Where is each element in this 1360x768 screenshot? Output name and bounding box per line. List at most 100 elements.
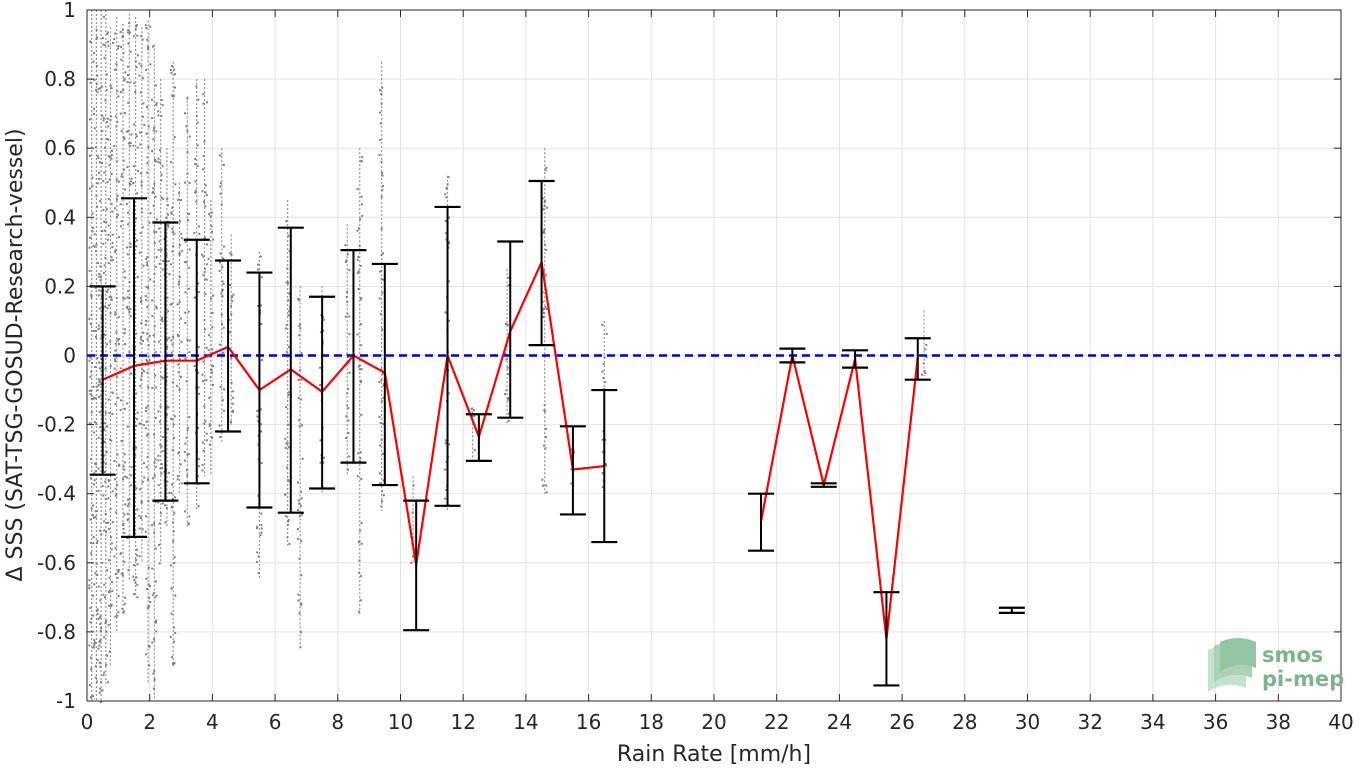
scatter-point (202, 155, 205, 158)
scatter-point (604, 381, 607, 384)
scatter-point (101, 114, 104, 117)
scatter-point (103, 596, 106, 599)
scatter-point (102, 117, 105, 120)
scatter-point (543, 205, 546, 208)
scatter-point (149, 25, 152, 28)
scatter-point (170, 506, 173, 509)
scatter-point (98, 272, 101, 275)
scatter-point (177, 335, 180, 338)
scatter-point (173, 68, 176, 71)
scatter-point (114, 249, 117, 252)
scatter-point (104, 621, 107, 624)
scatter-point (297, 502, 300, 505)
scatter-point (91, 227, 94, 230)
error-bar (371, 262, 398, 487)
scatter-point (361, 203, 364, 206)
scatter-point (111, 41, 114, 44)
scatter-point (203, 328, 206, 331)
scatter-point (173, 512, 176, 515)
scatter-point (89, 518, 92, 521)
scatter-point (180, 482, 183, 485)
scatter-point (448, 216, 451, 219)
scatter-point (123, 77, 126, 80)
scatter-point (106, 343, 109, 346)
scatter-point (116, 453, 119, 456)
scatter-point (174, 594, 177, 597)
scatter-point (165, 348, 168, 351)
scatter-point (151, 567, 154, 570)
scatter-point (257, 304, 260, 307)
x-tick-label: 10 (388, 710, 413, 734)
scatter-point (155, 104, 158, 107)
scatter-point (108, 295, 111, 298)
scatter-point (138, 514, 141, 517)
scatter-point (107, 623, 110, 626)
scatter-point (211, 383, 214, 386)
x-tick-label: 40 (1328, 710, 1353, 734)
scatter-point (94, 250, 97, 253)
scatter-point (126, 65, 129, 68)
scatter-point (360, 344, 363, 347)
scatter-point (151, 117, 154, 120)
scatter-point (126, 166, 129, 169)
scatter-point (110, 603, 113, 606)
scatter-point (94, 515, 97, 518)
scatter-point (223, 388, 226, 391)
scatter-point (202, 380, 205, 383)
scatter-point (89, 375, 92, 378)
scatter-point (129, 308, 132, 311)
scatter-point (360, 160, 363, 163)
scatter-point (197, 98, 200, 101)
scatter-point (89, 621, 92, 624)
scatter-point (286, 442, 289, 445)
scatter-point (139, 91, 142, 94)
scatter-point (129, 484, 132, 487)
scatter-point (169, 263, 172, 266)
scatter-point (186, 429, 189, 432)
scatter-point (172, 540, 175, 543)
scatter-point (218, 261, 221, 264)
scatter-point (94, 421, 97, 424)
scatter-point (359, 456, 362, 459)
scatter-point (169, 635, 172, 638)
scatter-point (184, 240, 187, 243)
scatter-point (101, 561, 104, 564)
scatter-point (287, 281, 290, 284)
scatter-point (179, 463, 182, 466)
scatter-point (201, 253, 204, 256)
scatter-point (347, 387, 350, 390)
scatter-point (545, 491, 548, 494)
scatter-point (105, 73, 108, 76)
scatter-point (188, 266, 191, 269)
scatter-point (378, 111, 381, 114)
scatter-point (103, 333, 106, 336)
scatter-point (356, 475, 359, 478)
scatter-point (508, 412, 511, 415)
scatter-point (143, 370, 146, 373)
scatter-point (378, 380, 381, 383)
scatter-point (211, 436, 214, 439)
scatter-point (345, 436, 348, 439)
scatter-point (358, 559, 361, 562)
scatter-point (379, 89, 382, 92)
scatter-point (231, 402, 234, 405)
scatter-point (319, 461, 322, 464)
scatter-point (107, 479, 110, 482)
scatter-point (152, 638, 155, 641)
x-tick-label: 16 (576, 710, 601, 734)
scatter-point (113, 555, 116, 558)
scatter-point (103, 583, 106, 586)
scatter-point (145, 515, 148, 518)
error-bar (528, 179, 555, 347)
scatter-point (136, 548, 139, 551)
scatter-point (105, 531, 108, 534)
scatter-point (223, 245, 226, 248)
scatter-point (97, 617, 100, 620)
scatter-point (108, 650, 111, 653)
scatter-point (117, 396, 120, 399)
scatter-point (129, 141, 132, 144)
scatter-point (108, 178, 111, 181)
scatter-point (319, 439, 322, 442)
scatter-point (97, 585, 100, 588)
scatter-point (114, 342, 117, 345)
